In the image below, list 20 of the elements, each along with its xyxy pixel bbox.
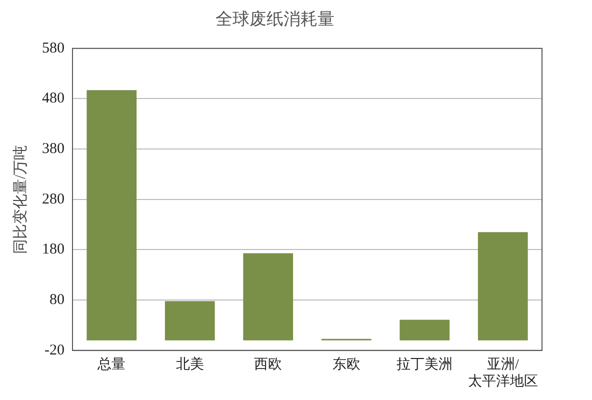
bar (243, 253, 294, 340)
x-tick-label: 总量 (96, 356, 126, 372)
y-tick-label: 380 (42, 141, 64, 158)
bar (400, 320, 450, 340)
y-tick-label: 180 (42, 242, 64, 258)
bar (164, 301, 215, 340)
x-tick-label: 拉丁美洲 (396, 356, 453, 372)
y-axis-title: 同比变化量/万吨 (12, 144, 29, 254)
x-tick-label: 东欧 (332, 356, 360, 372)
y-tick-label: 280 (42, 191, 64, 208)
y-tick-label: -20 (44, 342, 64, 358)
bar (86, 90, 137, 340)
y-tick-label: 80 (50, 292, 64, 308)
x-tick-label: 北美 (176, 356, 204, 372)
x-tick-label: 西欧 (254, 357, 282, 372)
x-tick-label: 亚洲/太平洋地区 (468, 356, 538, 390)
bar (478, 232, 528, 340)
chart-title: 全球废纸消耗量 (216, 10, 334, 30)
y-tick-label: 580 (42, 40, 64, 56)
y-tick-label: 480 (42, 90, 64, 107)
